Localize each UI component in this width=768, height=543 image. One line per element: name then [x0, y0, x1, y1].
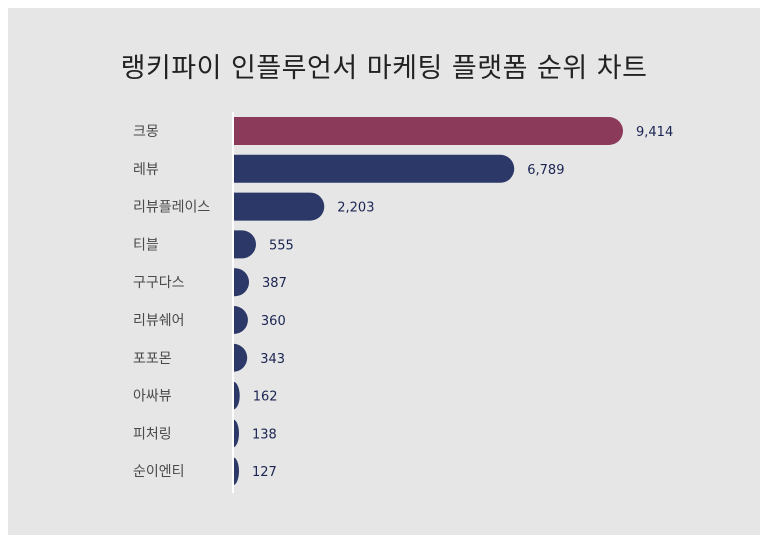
chart-card — [8, 8, 760, 535]
bar-1 — [233, 154, 515, 183]
category-label-4: 구구다스 — [133, 275, 185, 291]
category-label-0: 크몽 — [133, 124, 159, 140]
bar-5 — [233, 306, 248, 334]
bar-7 — [233, 381, 240, 410]
category-label-7: 아싸뷰 — [133, 389, 172, 405]
bar-2 — [233, 192, 325, 221]
value-label-6: 343 — [260, 352, 285, 367]
bar-6 — [233, 343, 248, 372]
category-label-6: 포포몬 — [133, 351, 172, 367]
value-label-9: 127 — [252, 465, 277, 480]
value-label-4: 387 — [262, 276, 287, 291]
chart-title: 랭키파이 인플루언서 마케팅 플랫폼 순위 차트 — [120, 53, 648, 84]
bar-3 — [233, 230, 256, 259]
category-label-5: 리뷰쉐어 — [133, 313, 185, 329]
bar-0 — [233, 117, 623, 145]
category-label-8: 피처링 — [133, 426, 172, 442]
value-label-7: 162 — [253, 390, 278, 405]
category-label-9: 순이엔티 — [133, 464, 185, 480]
category-label-2: 리뷰플레이스 — [133, 200, 210, 216]
category-label-1: 레뷰 — [133, 162, 159, 178]
value-label-8: 138 — [252, 427, 277, 442]
bar-4 — [233, 268, 250, 297]
value-label-2: 2,203 — [337, 201, 374, 216]
value-label-3: 555 — [269, 238, 294, 253]
value-label-1: 6,789 — [527, 163, 564, 178]
value-label-5: 360 — [261, 314, 286, 329]
bar-9 — [233, 457, 240, 486]
value-label-0: 9,414 — [636, 125, 673, 140]
bar-8 — [233, 419, 240, 448]
category-label-3: 티블 — [133, 237, 159, 253]
